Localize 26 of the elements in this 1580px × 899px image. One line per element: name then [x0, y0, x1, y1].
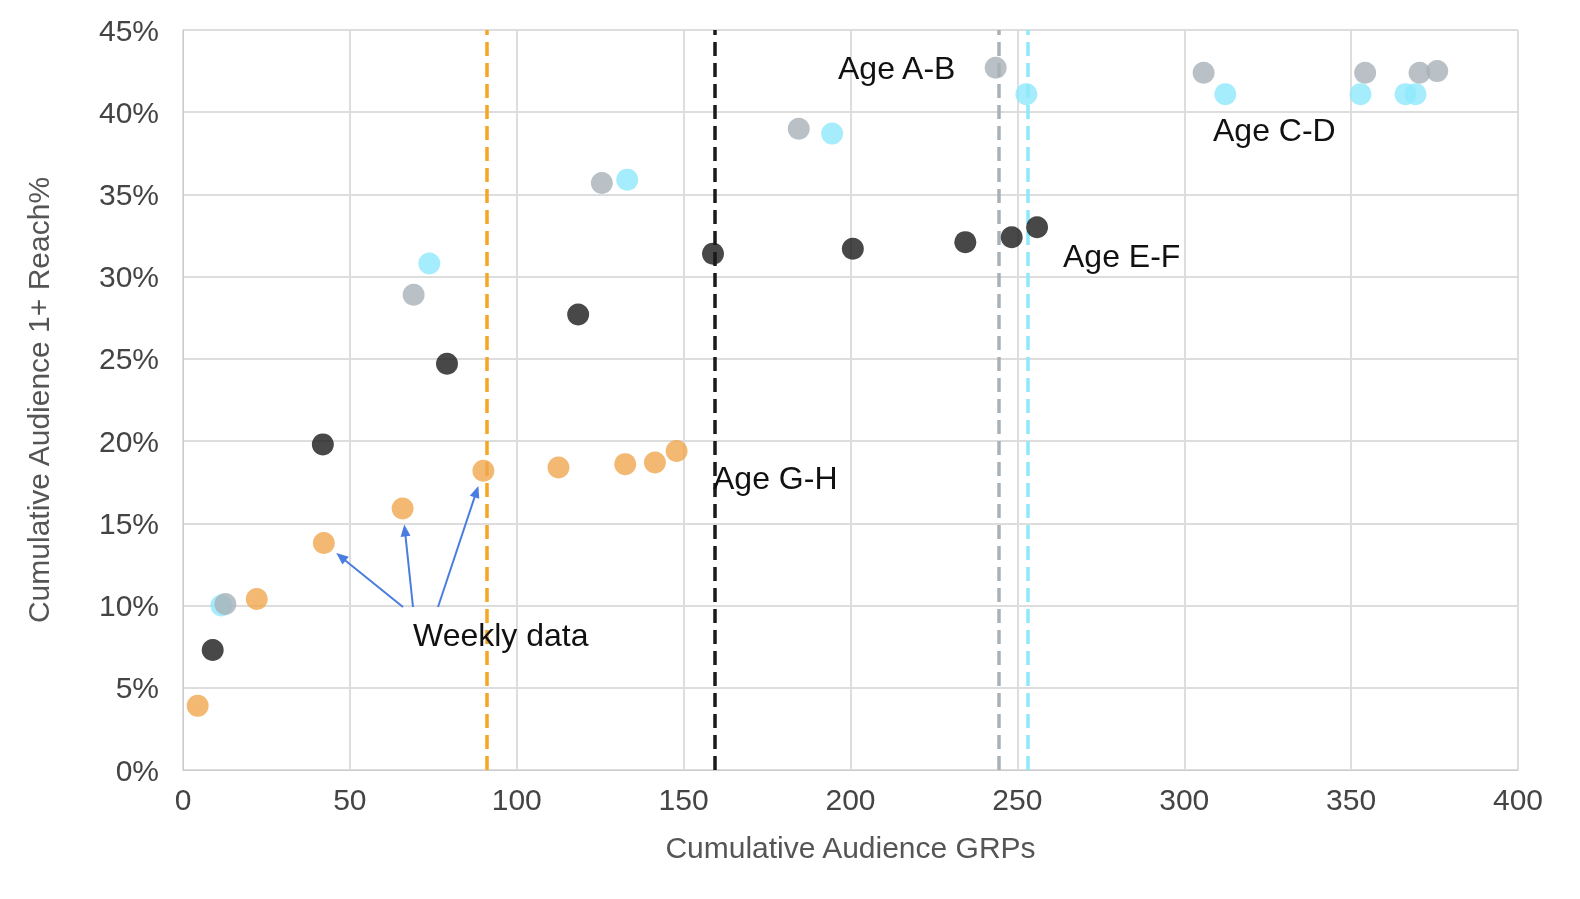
- y-tick-label: 10%: [98, 589, 159, 623]
- x-axis-title: Cumulative Audience GRPs: [665, 830, 1036, 864]
- annotation: Age E-F: [1063, 238, 1181, 274]
- annotation: Age A-B: [838, 50, 956, 86]
- y-tick-label: 25%: [98, 342, 159, 376]
- y-tick-label: 45%: [98, 13, 159, 47]
- y-axis-title: Cumulative Audience 1+ Reach%: [21, 176, 55, 624]
- x-tick-label: 50: [333, 782, 367, 816]
- annotation: Age G-H: [713, 460, 838, 496]
- annotation: Weekly data: [413, 617, 589, 653]
- x-tick-label: 100: [491, 782, 542, 816]
- y-tick-label: 15%: [98, 506, 159, 540]
- x-tick-label: 400: [1492, 782, 1544, 816]
- annotation: Age C-D: [1213, 112, 1336, 148]
- x-tick-label: 250: [992, 782, 1043, 816]
- x-tick-label: 200: [825, 782, 876, 816]
- x-tick-label: 300: [1159, 782, 1210, 816]
- y-tick-label: 35%: [98, 177, 159, 211]
- x-tick-label: 150: [658, 782, 709, 816]
- y-tick-label: 20%: [98, 424, 159, 458]
- y-tick-label: 0%: [115, 753, 159, 787]
- y-tick-label: 30%: [98, 260, 159, 294]
- y-tick-label: 5%: [115, 671, 159, 705]
- x-tick-label: 0: [174, 782, 192, 816]
- y-tick-label: 40%: [98, 95, 159, 129]
- x-tick-label: 350: [1326, 782, 1377, 816]
